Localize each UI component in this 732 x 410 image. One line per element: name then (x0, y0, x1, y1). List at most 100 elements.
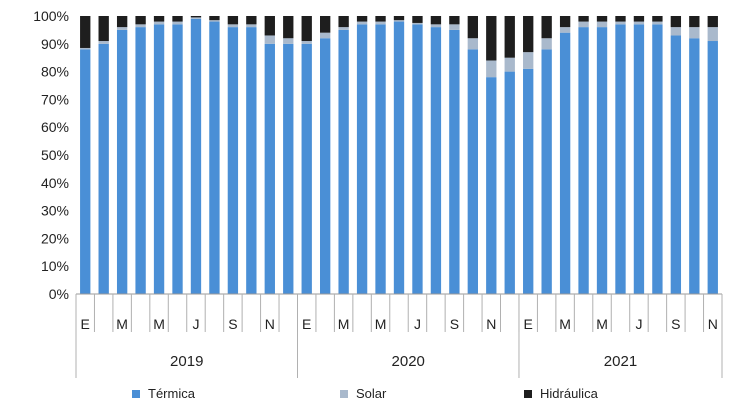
bar-segment-solar (172, 21, 183, 25)
legend-item-termica: Térmica (132, 386, 195, 401)
bar-segment-solar (80, 47, 91, 50)
x-month-label: M (596, 316, 608, 332)
bar-segment-solar (430, 24, 442, 28)
y-tick-label: 70% (41, 91, 69, 107)
bar-segment-solar (301, 41, 312, 44)
x-year-label: 2021 (604, 353, 637, 370)
bar-segment-solar (227, 24, 239, 28)
bar-segment-termica (596, 27, 608, 295)
bar-segment-hidraulica (227, 16, 239, 25)
x-year-label: 2020 (392, 353, 425, 370)
bar-segment-hidraulica (320, 16, 331, 33)
bar-segment-termica (707, 41, 718, 294)
y-tick-label: 90% (41, 36, 69, 52)
bar-segment-termica (190, 18, 202, 295)
bar-segment-solar (116, 27, 128, 30)
bar-segment-hidraulica (541, 16, 552, 39)
bar-segment-solar (670, 27, 682, 36)
x-month-label: S (228, 316, 237, 332)
bar-segment-termica (393, 21, 405, 295)
bar-segment-hidraulica (633, 16, 645, 22)
bar-segment-solar (283, 38, 294, 44)
bar-segment-solar (486, 60, 497, 78)
bar-segment-hidraulica (504, 16, 515, 58)
bar-segment-hidraulica (190, 16, 202, 18)
y-tick-label: 50% (41, 147, 69, 163)
legend-swatch-solar (340, 389, 348, 398)
y-tick-label: 40% (41, 175, 69, 191)
bar-segment-hidraulica (559, 16, 571, 28)
bar-segment-hidraulica (652, 16, 663, 22)
bar-segment-hidraulica (135, 16, 146, 25)
bar-segment-termica (652, 24, 663, 295)
bar-segment-termica (80, 49, 91, 294)
bar-segment-hidraulica (98, 16, 109, 42)
bar-segment-termica (670, 35, 682, 295)
x-year-label: 2019 (170, 353, 203, 370)
x-month-label: M (116, 316, 128, 332)
bar-segment-solar (338, 27, 349, 30)
bar-segment-hidraulica (689, 16, 700, 28)
bar-segment-solar (615, 21, 626, 25)
bar-segment-termica (633, 24, 645, 295)
bar-segment-hidraulica (116, 16, 128, 28)
bar-segment-termica (116, 29, 128, 295)
bar-segment-termica (264, 43, 275, 294)
bar-segment-termica (135, 27, 146, 295)
bar-segment-solar (190, 17, 202, 19)
bar-segment-hidraulica (430, 16, 442, 25)
x-month-label: M (338, 316, 350, 332)
bar-segment-solar (523, 52, 534, 69)
legend-item-hidraulica: Hidráulica (524, 386, 598, 401)
bar-segment-hidraulica (615, 16, 626, 22)
bar-segment-hidraulica (707, 16, 718, 28)
bar-segment-termica (559, 32, 571, 295)
bar-segment-termica (246, 27, 257, 295)
bar-segment-hidraulica (670, 16, 682, 28)
bar-segment-hidraulica (246, 16, 257, 25)
y-tick-label: 100% (33, 8, 69, 24)
bar-segment-termica (486, 77, 497, 294)
bar-segment-solar (596, 21, 608, 28)
x-month-label: J (192, 316, 199, 332)
bar-segment-solar (320, 32, 331, 39)
bar-segment-hidraulica (449, 16, 460, 25)
bar-segment-termica (430, 27, 442, 295)
legend-swatch-hidraulica (524, 389, 532, 398)
bar-segment-solar (707, 27, 718, 42)
bar-segment-termica (98, 43, 109, 294)
legend-label-solar: Solar (356, 386, 387, 401)
bar-segment-solar (467, 38, 478, 50)
bar-segment-hidraulica (356, 16, 368, 22)
bar-segment-solar (541, 38, 552, 50)
bar-segment-solar (689, 27, 700, 39)
bar-segment-termica (504, 71, 515, 294)
bar-segment-hidraulica (375, 16, 386, 22)
bar-segment-termica (356, 24, 368, 295)
bar-segment-hidraulica (596, 16, 608, 22)
bar-segment-termica (301, 43, 312, 294)
bar-segment-solar (652, 21, 663, 25)
bar-segment-solar (559, 27, 571, 33)
legend-label-termica: Térmica (148, 386, 195, 401)
bar-segment-termica (467, 49, 478, 294)
x-month-label: N (486, 316, 496, 332)
legend-label-hidraulica: Hidráulica (540, 386, 598, 401)
bar-segment-solar (246, 24, 257, 28)
bar-segment-termica (320, 38, 331, 294)
bar-segment-hidraulica (412, 16, 423, 23)
bar-segment-termica (172, 24, 183, 295)
bar-segment-solar (209, 20, 220, 22)
bar-segment-hidraulica (393, 16, 405, 21)
x-month-label: N (265, 316, 275, 332)
bar-segment-solar (633, 21, 645, 25)
x-month-label: M (375, 316, 387, 332)
x-month-label: E (302, 316, 311, 332)
bar-segment-solar (135, 24, 146, 28)
bar-segment-solar (98, 41, 109, 44)
chart-legend: Térmica Solar Hidráulica (0, 386, 732, 404)
x-month-label: J (414, 316, 421, 332)
bar-segment-solar (412, 22, 423, 25)
bar-segment-termica (449, 29, 460, 295)
